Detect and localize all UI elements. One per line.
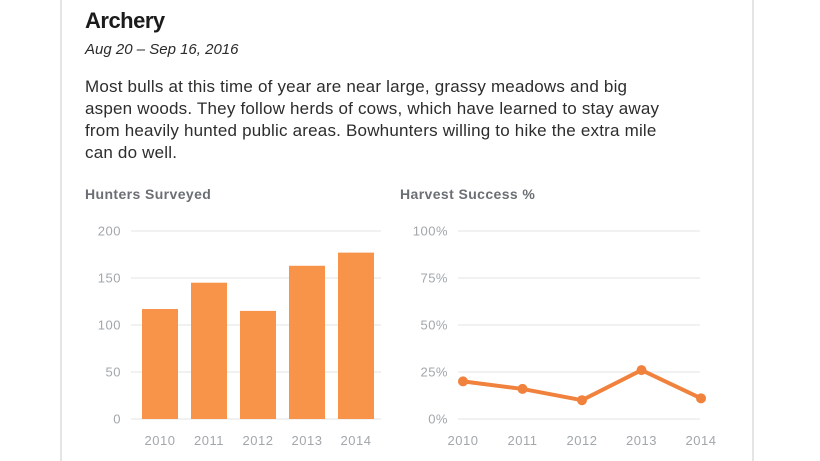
x-axis-tick-label: 2011 — [508, 433, 538, 448]
x-axis-tick-label: 2010 — [448, 433, 479, 448]
bar-2013 — [289, 265, 325, 419]
x-axis-tick-label: 2014 — [686, 433, 717, 448]
y-axis-tick-label: 100% — [413, 224, 448, 239]
season-date-range: Aug 20 – Sep 16, 2016 — [85, 41, 239, 58]
x-axis-tick-label: 2013 — [292, 433, 323, 448]
x-axis-tick-label: 2012 — [243, 433, 274, 448]
data-point-2012 — [577, 395, 587, 406]
harvest-success-line-chart: 0% 25% 50% 75% 100% 2010 2011 2012 2013 2014 — [413, 224, 717, 449]
charts-row: Hunters Surveyed 0 50 100 150 200 2010 2011 201… — [85, 186, 755, 454]
chart-title: Hunters Surveyed — [85, 186, 212, 202]
x-axis-tick-label: 2013 — [626, 433, 657, 448]
season-description: Most bulls at this time of year are near… — [85, 77, 660, 162]
bar-2010 — [142, 309, 178, 419]
y-axis-tick-label: 50 — [106, 365, 121, 380]
y-axis-tick-label: 100 — [98, 318, 121, 333]
x-axis-tick-label: 2011 — [194, 433, 224, 448]
x-axis-tick-label: 2010 — [145, 433, 176, 448]
data-point-2013 — [636, 365, 647, 376]
unit-profile-section: Archery Aug 20 – Sep 16, 2016 Most bulls… — [85, 8, 755, 454]
page-title: Archery — [85, 8, 165, 33]
left-column-divider — [60, 0, 62, 461]
y-axis-tick-label: 25% — [420, 365, 448, 380]
y-axis-tick-label: 0% — [428, 412, 448, 427]
hunters-surveyed-chart: Hunters Surveyed 0 50 100 150 200 2010 2011 201… — [85, 186, 400, 454]
harvest-success-chart: Harvest Success % 0% 25% 50% 75% 100% 2010 201… — [400, 186, 730, 454]
data-point-2011 — [517, 383, 528, 394]
x-axis-tick-label: 2014 — [341, 433, 372, 448]
hunters-surveyed-bar-chart: 0 50 100 150 200 2010 2011 2012 2013 2014 — [98, 224, 381, 448]
data-point-2014 — [696, 393, 706, 404]
x-axis-tick-label: 2012 — [567, 433, 598, 448]
right-column-divider — [752, 0, 754, 461]
y-axis-tick-label: 50% — [420, 318, 448, 333]
chart-title: Harvest Success % — [400, 186, 536, 202]
y-axis-tick-label: 150 — [98, 271, 121, 286]
bar-2012 — [240, 310, 276, 419]
bar-2011 — [191, 282, 227, 419]
y-axis-tick-label: 200 — [98, 224, 121, 239]
data-point-2010 — [458, 376, 468, 387]
y-axis-tick-label: 0 — [113, 412, 121, 427]
y-axis-tick-label: 75% — [420, 271, 448, 286]
bar-2014 — [338, 252, 374, 419]
